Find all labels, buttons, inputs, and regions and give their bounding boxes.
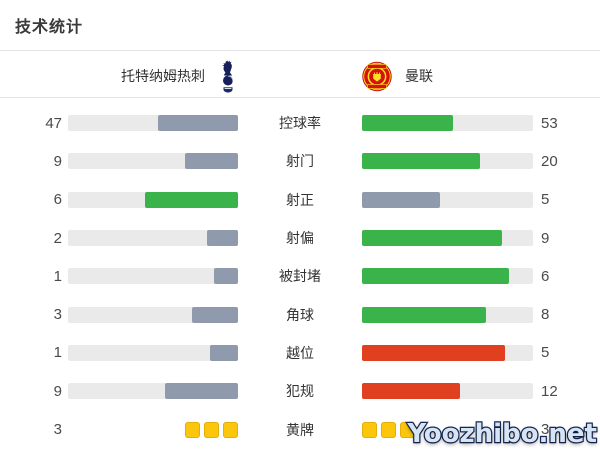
away-stat-bar [362,115,533,132]
panel-title: 技术统计 [15,19,84,36]
stat-row: 47 控球率 53 [0,104,600,142]
home-stat-value: 1 [53,267,62,285]
home-stat-bar [68,344,238,361]
home-stat-bar [68,383,238,400]
yellow-card-icon [400,421,415,438]
stat-label: 黄牌 [286,421,314,438]
man-utd-crest-icon [362,61,392,92]
away-stat-bar [362,191,533,208]
yellow-card-icon [362,421,377,438]
yellow-card-icon [204,421,219,438]
home-stat-value: 2 [53,229,62,247]
home-bar-fill [185,153,238,170]
yellow-card-icon [223,421,238,438]
away-stat-value: 8 [541,306,550,324]
away-bar-fill [362,344,505,361]
stat-row: 9 犯规 12 [0,372,600,410]
away-stat-value: 12 [541,382,558,400]
away-stat-value: 3 [541,421,550,439]
away-team-header: 曼联 [362,57,433,95]
stat-label: 控球率 [279,115,321,132]
home-stat-bar [68,230,238,247]
home-bar-fill [209,344,238,361]
stat-row: 6 射正 5 [0,181,600,219]
yellow-card-icon [381,421,396,438]
stat-row: 1 被封堵 6 [0,257,600,295]
away-stat-bar [362,230,533,247]
home-bar-fill [213,268,238,285]
away-bar-fill [362,268,509,285]
away-stat-value: 53 [541,114,558,132]
stat-row: 9 射门 20 [0,142,600,180]
away-team-name: 曼联 [405,68,433,84]
away-stat-value: 9 [541,229,550,247]
stat-row: 2 射偏 9 [0,219,600,257]
home-stat-value: 9 [53,382,62,400]
stat-row: 1 越位 5 [0,334,600,372]
away-stat-value: 5 [541,191,550,209]
stat-label: 犯规 [286,383,314,400]
home-stat-bar [68,306,238,323]
home-stat-bar [68,191,238,208]
away-stat-bar [362,306,533,323]
away-bar-fill [362,306,487,323]
yellow-card-icon [185,421,200,438]
stat-row: 3 黄牌 3 [0,410,600,448]
away-bar-fill [362,153,480,170]
home-stat-value: 3 [53,421,62,439]
away-bar-fill [362,115,453,132]
away-stat-bar [362,344,533,361]
home-stat-value: 47 [45,114,62,132]
home-bar-fill [207,230,238,247]
home-bar-fill [145,191,238,208]
home-bar-fill [158,115,238,132]
home-team-name: 托特纳姆热刺 [121,68,205,84]
away-stat-bar [362,383,533,400]
home-bar-fill [191,306,238,323]
away-stat-bar [362,268,533,285]
home-team-header: 托特纳姆热刺 [121,57,238,95]
home-stat-value: 6 [53,191,62,209]
stat-label: 射正 [286,191,314,208]
home-stat-value: 1 [53,344,62,362]
stat-label: 射门 [286,153,314,170]
home-stat-value: 9 [53,152,62,170]
watermark-logo: Yoozhibo.net [406,418,598,450]
header-divider [0,97,600,98]
title-divider [0,50,600,51]
home-stat-bar [68,115,238,132]
away-stat-value: 6 [541,267,550,285]
away-bar-fill [362,230,502,247]
home-stat-bar [68,153,238,170]
stat-label: 角球 [286,306,314,323]
home-stat-bar [68,268,238,285]
away-bar-fill [362,383,460,400]
stats-rows: 47 控球率 53 9 射门 20 6 射正 5 2 射偏 9 1 被封堵 6 … [0,104,600,449]
away-stat-value: 5 [541,344,550,362]
home-stat-value: 3 [53,306,62,324]
stat-row: 3 角球 8 [0,295,600,333]
stat-label: 射偏 [286,230,314,247]
away-bar-fill [362,191,440,208]
away-stat-bar [362,153,533,170]
tottenham-crest-icon [218,59,238,93]
away-stat-value: 20 [541,152,558,170]
home-stat-bar [68,421,238,438]
home-bar-fill [165,383,238,400]
stat-label: 被封堵 [279,268,321,285]
away-stat-bar [362,421,533,438]
stat-label: 越位 [286,344,314,361]
